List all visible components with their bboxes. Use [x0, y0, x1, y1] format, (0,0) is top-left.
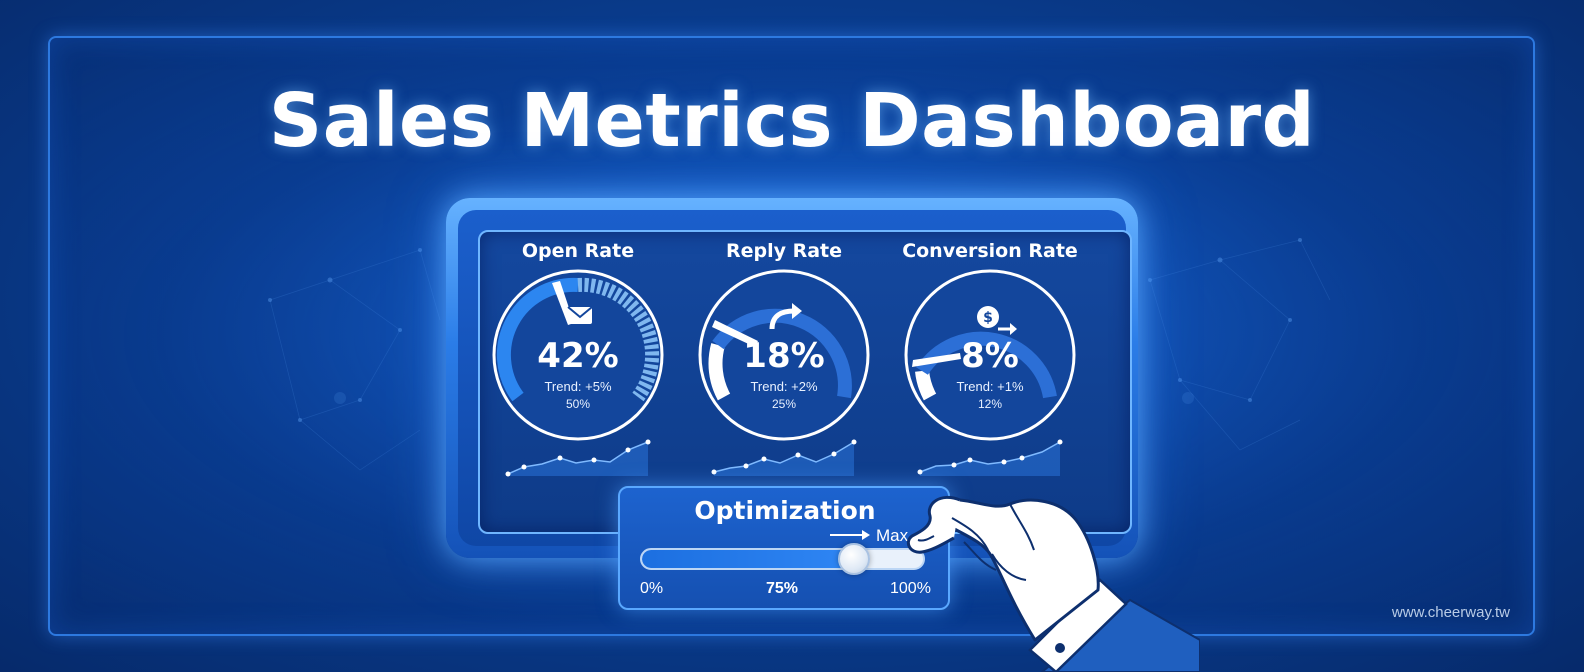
- open-rate-trend: Trend: +5%: [544, 379, 612, 394]
- page-title: Sales Metrics Dashboard: [268, 78, 1316, 164]
- open-rate-label: Open Rate: [521, 240, 635, 262]
- svg-text:$: $: [983, 310, 993, 326]
- reply-rate-needle: [712, 320, 758, 347]
- optimization-slider-thumb[interactable]: [837, 543, 870, 575]
- reply-arrow-icon: [769, 303, 802, 330]
- optimization-current-label: 75%: [766, 580, 799, 597]
- reply-rate-target: 25%: [771, 397, 797, 411]
- conversion-rate-gauge: $: [904, 269, 1076, 441]
- conversion-rate-label: Conversion Rate: [902, 240, 1078, 262]
- arrow-right-icon: [830, 530, 870, 540]
- envelope-icon: [567, 306, 593, 324]
- open-rate-value: 42%: [537, 336, 619, 376]
- conversion-rate-value: 8%: [961, 336, 1019, 376]
- reply-rate-gauge: [698, 269, 870, 441]
- conversion-rate-trend: Trend: +1%: [956, 379, 1024, 394]
- reply-rate-value: 18%: [743, 336, 825, 376]
- conversion-rate-needle: [912, 353, 961, 367]
- reply-rate-trend: Trend: +2%: [750, 379, 818, 394]
- conversion-rate-target: 12%: [977, 397, 1003, 411]
- optimization-slider-fill: [642, 550, 853, 568]
- optimization-end-label: 100%: [890, 580, 931, 597]
- open-rate-sparkline: [505, 439, 651, 477]
- optimization-title: Optimization: [694, 496, 876, 525]
- watermark: www.cheerway.tw: [1391, 604, 1510, 621]
- conversion-rate-sparkline: [917, 439, 1063, 476]
- dollar-coin-icon: $: [977, 306, 1017, 335]
- open-rate-target: 50%: [565, 397, 591, 411]
- open-rate-gauge: [492, 269, 664, 441]
- optimization-min-label: 0%: [640, 580, 664, 597]
- optimization-max-label: Max: [876, 526, 909, 545]
- reply-rate-sparkline: [711, 439, 857, 476]
- reply-rate-label: Reply Rate: [725, 240, 843, 262]
- optimization-panel: Optimization Max 0% 75% 100%: [618, 486, 950, 610]
- hand-illustration: [906, 495, 1200, 672]
- optimization-slider-track[interactable]: [640, 548, 925, 570]
